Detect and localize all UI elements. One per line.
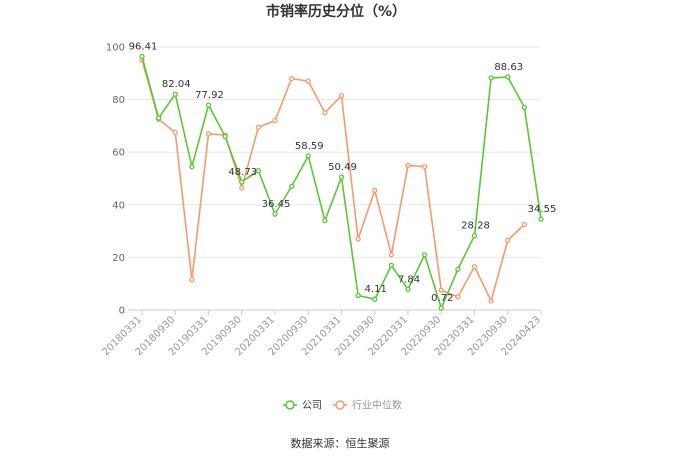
source-note: 数据来源：恒生聚源 [291, 436, 390, 450]
data-point [272, 211, 278, 217]
data-point [488, 75, 494, 81]
data-point [521, 221, 528, 228]
label-layer: 96.41 82.04 77.92 48.73 36.45 58.59 50.49 4.11 7… [129, 41, 557, 304]
data-label: 36.45 [262, 199, 291, 210]
data-point [421, 164, 428, 170]
data-point [222, 133, 228, 140]
data-label: 0.72 [431, 293, 453, 304]
data-point [505, 74, 511, 80]
data-point [455, 266, 461, 272]
data-point [405, 162, 411, 169]
data-point [255, 124, 262, 130]
data-point [155, 115, 162, 121]
data-label: 77.92 [195, 90, 224, 101]
data-point [455, 294, 461, 300]
data-point [338, 174, 345, 180]
data-point [255, 167, 262, 174]
data-label: 7.84 [398, 274, 420, 285]
y-tick-label: 20 [112, 253, 125, 264]
grid-layer [128, 46, 540, 258]
data-label: 34.55 [528, 204, 557, 215]
y-tick-label: 100 [106, 43, 125, 54]
data-point [272, 117, 278, 124]
data-label: 50.49 [328, 162, 357, 173]
legend: 公司 行业中位数 [283, 399, 402, 412]
data-point [372, 187, 378, 193]
data-point [288, 75, 295, 82]
data-point [322, 110, 328, 116]
data-point [288, 183, 295, 190]
data-point [421, 252, 428, 258]
legend-marker [285, 400, 295, 410]
data-label: 4.11 [365, 284, 387, 295]
data-point [355, 236, 361, 242]
data-point [438, 287, 444, 293]
series-line [141, 59, 525, 304]
series-layer [139, 53, 544, 311]
data-point [205, 131, 212, 137]
data-point [471, 263, 478, 270]
data-label: 88.63 [494, 62, 523, 73]
data-point [172, 91, 178, 97]
data-point [322, 217, 328, 224]
data-point [488, 298, 494, 304]
data-point [405, 286, 411, 293]
data-label: 48.73 [228, 167, 257, 178]
legend-label: 公司 [302, 401, 322, 412]
data-point [505, 237, 511, 243]
y-tick-label: 60 [112, 148, 125, 159]
data-point [388, 252, 395, 258]
y-tick-label: 80 [112, 95, 125, 106]
data-label: 58.59 [295, 141, 324, 152]
data-point [338, 93, 345, 99]
legend-marker [335, 400, 345, 410]
legend-item-company[interactable]: 公司 [283, 400, 322, 412]
data-point [538, 216, 544, 222]
series-industry-median [139, 57, 528, 304]
data-point [239, 179, 245, 185]
data-point [372, 296, 378, 302]
data-label: 28.28 [461, 221, 490, 232]
data-point [205, 102, 212, 108]
data-point [388, 262, 395, 268]
data-point [521, 104, 528, 111]
data-point [239, 185, 245, 191]
chart-title: 市销率历史分位（%） [266, 3, 406, 20]
data-point [438, 305, 444, 311]
data-point [189, 277, 195, 283]
data-point [305, 78, 311, 84]
data-point [139, 53, 145, 60]
data-point [189, 164, 195, 170]
data-label: 96.41 [129, 41, 158, 52]
data-point [471, 232, 478, 239]
data-point [172, 129, 178, 136]
y-tick-label: 40 [112, 200, 125, 211]
legend-item-industry-median[interactable]: 行业中位数 [333, 399, 402, 412]
data-point [305, 153, 311, 159]
data-point [355, 292, 361, 299]
legend-label: 行业中位数 [352, 399, 402, 412]
data-label: 82.04 [162, 79, 191, 90]
y-tick-label: 0 [119, 306, 125, 317]
series-company [139, 53, 544, 311]
